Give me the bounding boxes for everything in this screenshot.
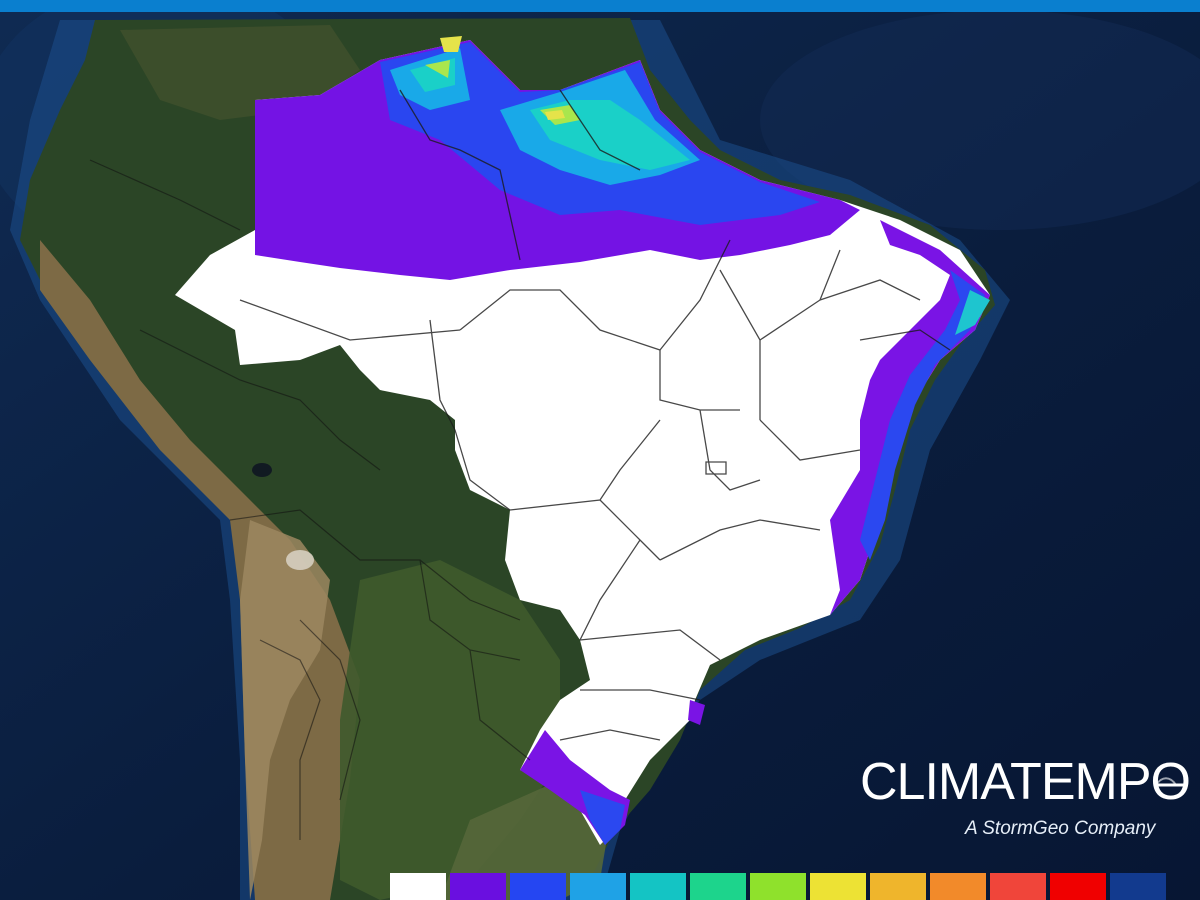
legend-swatch-white <box>390 873 446 900</box>
climatempo-logo: CLIMATEMPO A StormGeo Company <box>860 752 1191 852</box>
legend-swatch-red-orange <box>990 873 1046 900</box>
andes-region <box>40 240 360 900</box>
rain-south-coast-blue <box>580 790 625 845</box>
legend-swatch-purple <box>450 873 506 900</box>
color-legend <box>390 873 1170 900</box>
top-accent-bar <box>0 0 1200 12</box>
legend-swatch-teal-green <box>690 873 746 900</box>
southern-plains <box>440 780 610 900</box>
legend-swatch-gold <box>870 873 926 900</box>
legend-swatch-blue <box>510 873 566 900</box>
legend-swatch-cyan <box>630 873 686 900</box>
rain-band-yellow <box>440 36 565 120</box>
legend-swatch-red <box>1050 873 1106 900</box>
ocean-shelf <box>760 12 1200 230</box>
brand-tagline: A StormGeo Company <box>965 818 1156 839</box>
rain-east-coast-lightblue <box>955 290 990 335</box>
lake-titicaca <box>252 463 272 477</box>
brand-swoosh-icon <box>1154 777 1186 787</box>
andes-highlands <box>240 520 330 900</box>
legend-swatch-yellow <box>810 873 866 900</box>
rain-small-patch <box>688 700 705 725</box>
salt-flat <box>286 550 314 570</box>
country-borders <box>89 159 531 840</box>
rain-band-lime <box>425 60 580 125</box>
rain-east-coast-blue <box>860 270 985 560</box>
brand-wordmark: CLIMATEMPO <box>860 753 1191 811</box>
legend-swatch-orange <box>930 873 986 900</box>
legend-swatch-light-blue <box>570 873 626 900</box>
legend-swatch-navy <box>1110 873 1166 900</box>
northern-lowland <box>120 25 360 120</box>
satellite-map <box>0 12 1200 900</box>
state-borders <box>239 89 951 741</box>
legend-swatch-lime <box>750 873 806 900</box>
